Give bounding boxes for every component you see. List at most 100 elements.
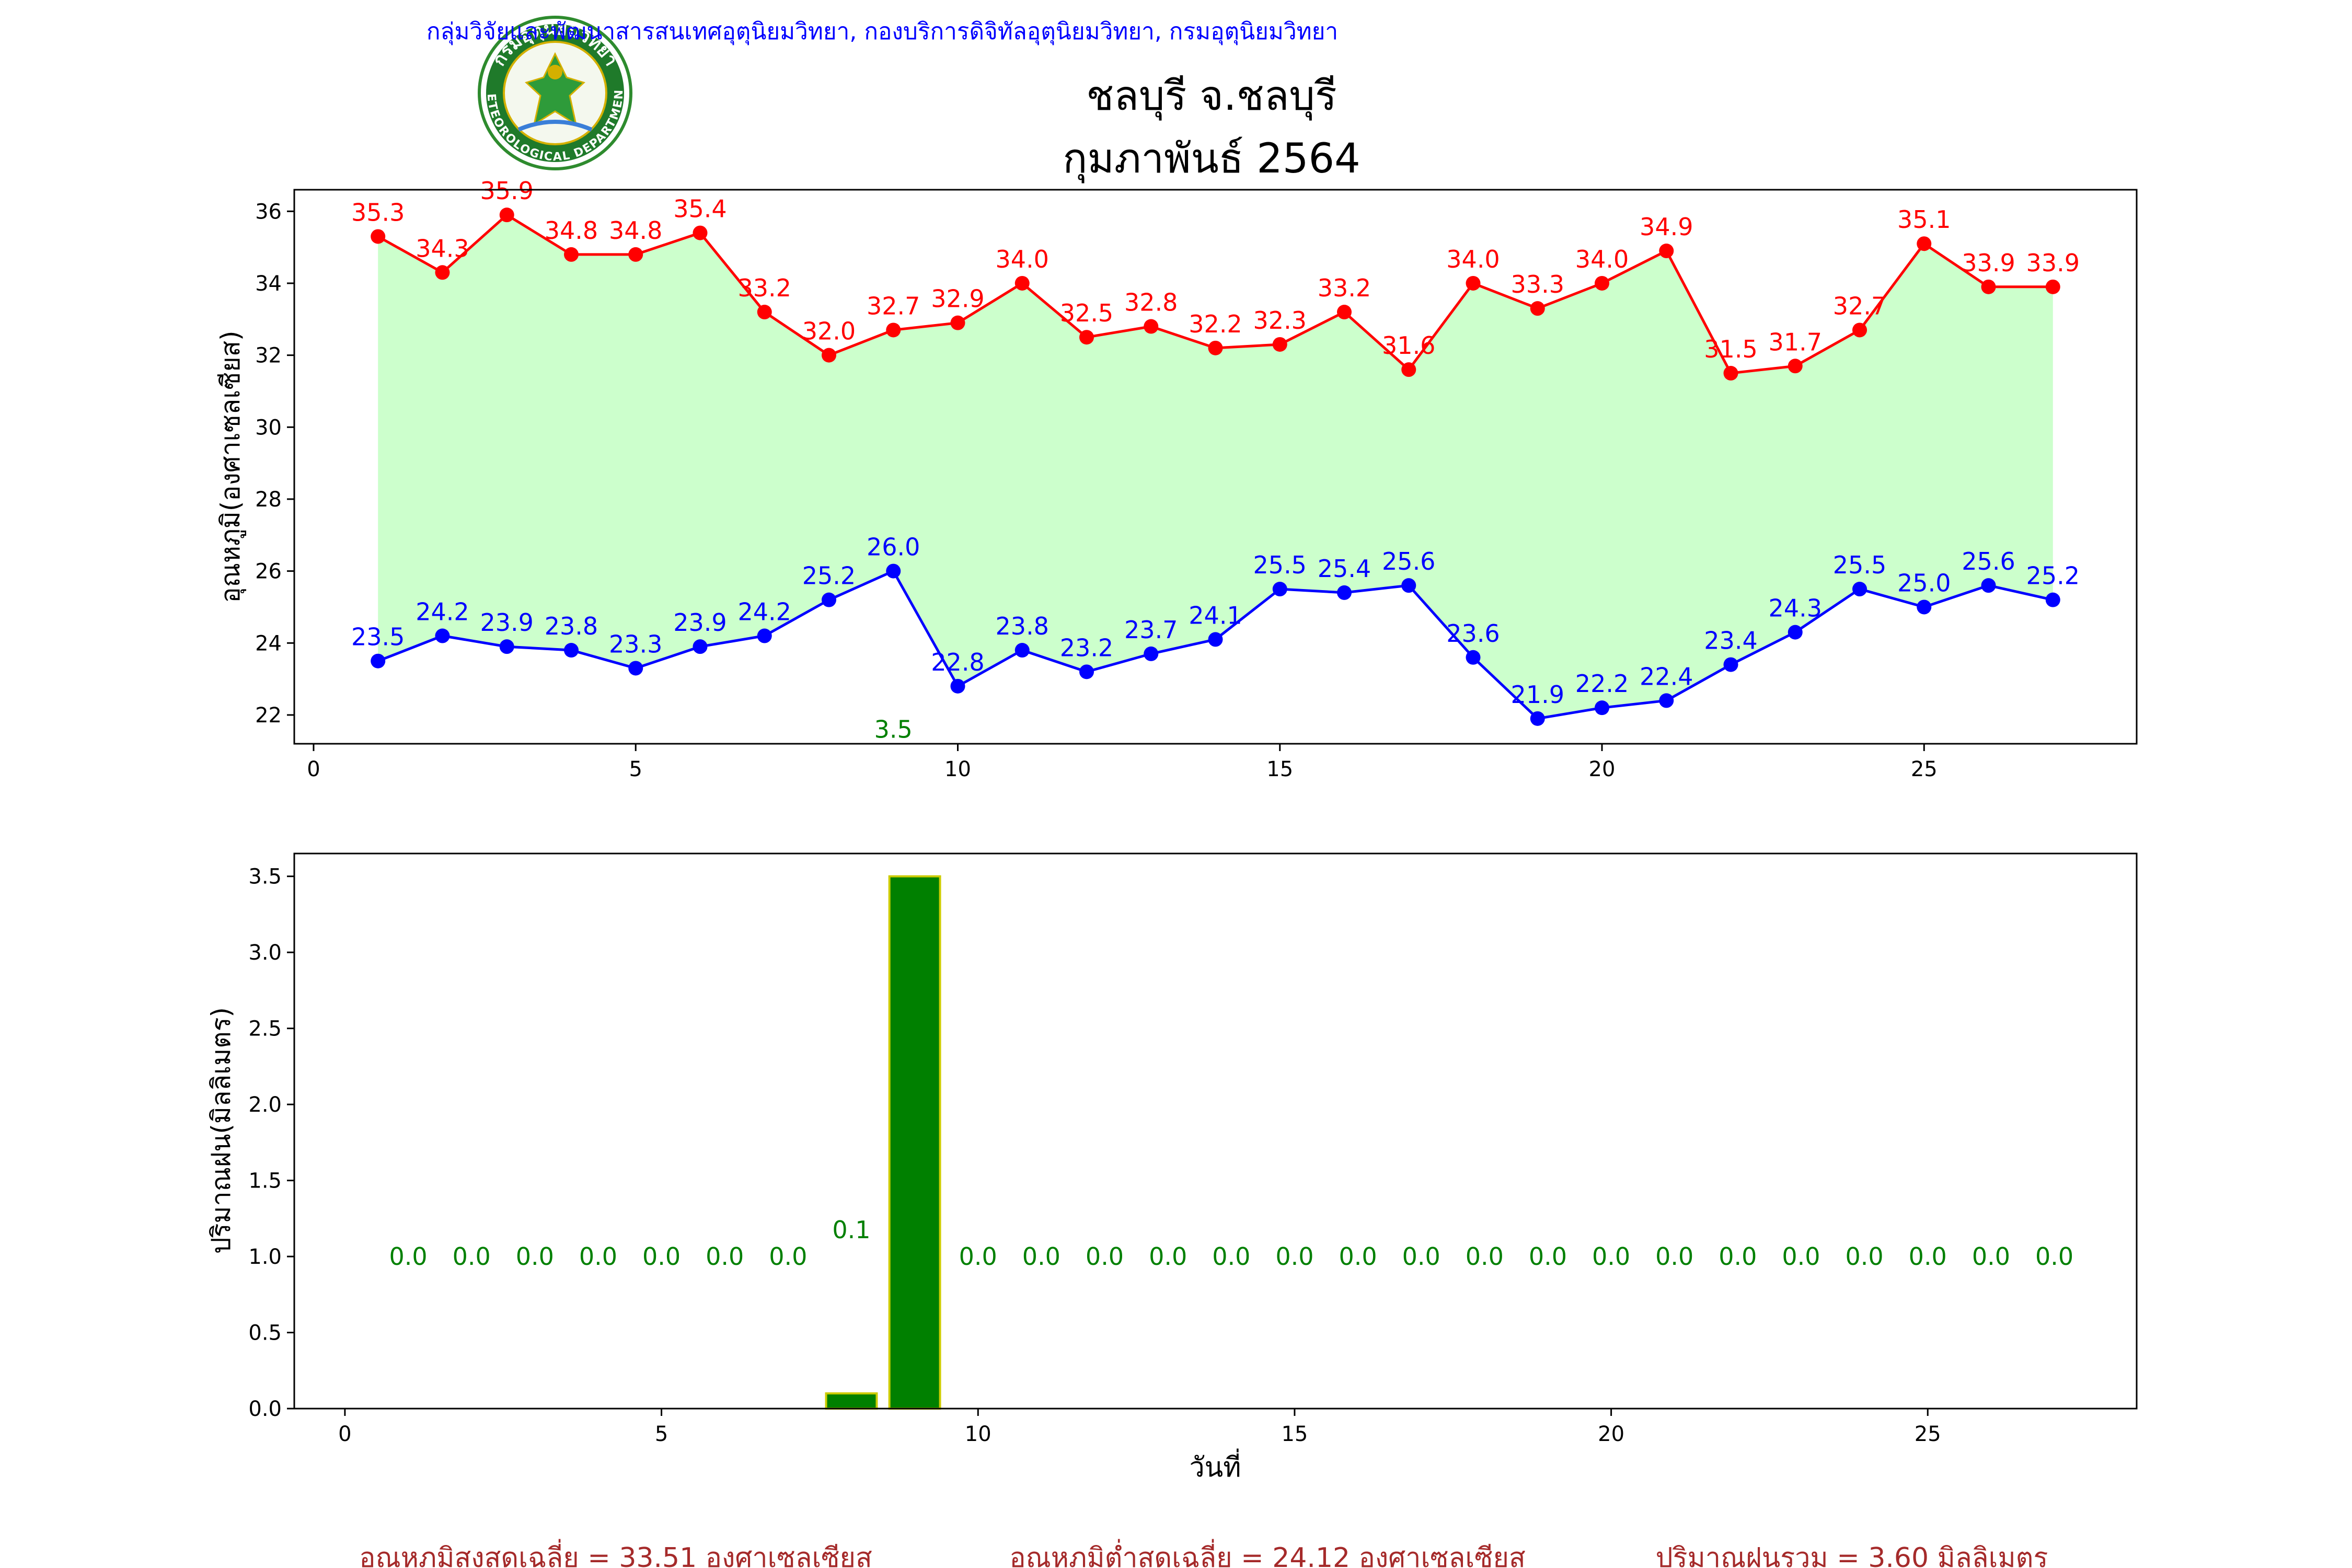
min-temperature-point [886, 563, 901, 579]
summary-avg-min: อุณหภูมิต่ำสุดเฉลี่ย = 24.12 องศาเซลเซีย… [1009, 1539, 1525, 1568]
min-temperature-point [693, 639, 708, 654]
temperature-x-tick-label: 0 [307, 757, 320, 781]
min-temperature-label: 25.6 [1382, 547, 1435, 575]
max-temperature-point [435, 265, 450, 280]
max-temperature-point [1595, 275, 1610, 291]
rainfall-y-tick-label: 2.0 [248, 1093, 282, 1117]
temperature-y-tick-label: 26 [255, 560, 282, 584]
max-temperature-point [1659, 244, 1674, 259]
min-temperature-point [1208, 632, 1223, 647]
rainfall-value-label: 0.0 [1275, 1242, 1313, 1271]
min-temperature-point [1981, 578, 1996, 593]
max-temperature-label: 34.8 [609, 216, 662, 245]
min-temperature-point [1595, 700, 1610, 716]
max-temperature-point [1079, 330, 1094, 345]
rainfall-y-tick-label: 1.5 [248, 1169, 282, 1193]
rainfall-value-label: 0.0 [1972, 1242, 2010, 1271]
min-temperature-point [628, 661, 643, 676]
rainfall-value-label: 0.0 [642, 1242, 681, 1271]
rainfall-x-tick-label: 0 [338, 1422, 351, 1446]
rainfall-value-label: 0.0 [959, 1242, 997, 1271]
rainfall-x-tick-label: 5 [655, 1422, 668, 1446]
max-temperature-label: 33.3 [1511, 270, 1564, 298]
min-temperature-label: 24.1 [1189, 601, 1242, 629]
max-temperature-label: 34.3 [416, 234, 469, 262]
max-temperature-label: 31.5 [1704, 335, 1757, 363]
rainfall-bar [888, 875, 941, 1410]
rainfall-value-label: 0.0 [2035, 1242, 2073, 1271]
temperature-x-tick-label: 25 [1911, 757, 1938, 781]
temperature-x-tick-label: 5 [629, 757, 642, 781]
summary-avg-max: อุณหภูมิสูงสุดเฉลี่ย = 33.51 องศาเซลเซีย… [359, 1539, 872, 1568]
max-temperature-point [499, 207, 514, 223]
rainfall-y-tick-label: 1.0 [248, 1245, 282, 1269]
max-temperature-point [950, 315, 965, 330]
min-temperature-label: 23.4 [1704, 627, 1757, 655]
min-temperature-point [1337, 585, 1352, 600]
max-temperature-point [886, 322, 901, 338]
rainfall-plot-frame [293, 852, 2138, 1410]
min-temperature-label: 25.4 [1318, 555, 1371, 583]
rainfall-value-label: 0.0 [1212, 1242, 1250, 1271]
rainfall-value-label: 0.0 [579, 1242, 617, 1271]
min-temperature-point [1272, 582, 1287, 597]
max-temperature-label: 34.9 [1640, 213, 1693, 241]
rainfall-value-label: 0.0 [1655, 1242, 1693, 1271]
max-temperature-label: 32.7 [867, 292, 920, 320]
max-temperature-label: 35.4 [673, 195, 727, 223]
max-temperature-label: 33.9 [1962, 249, 2015, 277]
min-temperature-label: 22.8 [931, 648, 984, 676]
temperature-y-tick-label: 32 [255, 344, 282, 368]
max-temperature-point [2045, 279, 2060, 294]
max-temperature-point [1014, 275, 1030, 291]
min-temperature-label: 23.8 [545, 612, 598, 640]
min-temperature-label: 25.5 [1253, 551, 1307, 579]
rainfall-y-axis-label: ปริมาณฝน(มิลลิเมตร) [206, 1007, 236, 1254]
rainfall-y-tick-label: 0.5 [248, 1321, 282, 1345]
rainfall-x-tick-label: 10 [965, 1422, 991, 1446]
min-temperature-label: 23.3 [609, 630, 662, 658]
max-temperature-label: 35.1 [1897, 205, 1951, 234]
rainfall-x-tick-label: 20 [1598, 1422, 1624, 1446]
max-temperature-point [1272, 337, 1287, 352]
rainfall-value-label: 0.0 [1149, 1242, 1187, 1271]
rainfall-value-label: 0.0 [1846, 1242, 1884, 1271]
rainfall-bar [825, 1392, 878, 1410]
max-temperature-label: 33.2 [1318, 274, 1371, 302]
rainfall-x-tick-label: 15 [1281, 1422, 1308, 1446]
rainfall-value-label: 0.0 [453, 1242, 491, 1271]
min-temperature-point [821, 592, 836, 607]
org-line: กลุ่มวิจัยและพัฒนาสารสนเทศอุตุนิยมวิทยา,… [426, 18, 1338, 45]
max-temperature-point [757, 305, 772, 320]
temperature-y-tick-label: 28 [255, 488, 282, 512]
rainfall-value-label: 0.0 [1782, 1242, 1820, 1271]
temperature-x-tick-label: 20 [1589, 757, 1616, 781]
temperature-y-tick-label: 36 [255, 200, 282, 224]
summary-rain-total: ปริมาณฝนรวม = 3.60 มิลลิเมตร [1656, 1542, 2048, 1568]
min-temperature-label: 25.0 [1897, 569, 1951, 597]
min-temperature-point [563, 643, 579, 658]
min-temperature-label: 24.2 [416, 598, 469, 626]
rainfall-value-label: 0.0 [389, 1242, 427, 1271]
min-temperature-label: 23.9 [480, 608, 534, 637]
min-temperature-label: 23.2 [1060, 633, 1113, 662]
min-temperature-label: 22.2 [1575, 670, 1629, 698]
min-temperature-label: 25.5 [1833, 551, 1886, 579]
rainfall-value-label: 0.0 [1529, 1242, 1567, 1271]
rainfall-x-axis-label: วันที่ [1189, 1448, 1241, 1483]
max-temperature-point [1981, 279, 1996, 294]
max-temperature-point [1723, 366, 1738, 381]
max-temperature-point [1917, 236, 1932, 251]
rainfall-value-label: 0.0 [769, 1242, 807, 1271]
rainfall-y-tick-label: 2.5 [248, 1017, 282, 1041]
rainfall-value-label: 0.0 [1086, 1242, 1124, 1271]
max-temperature-label: 32.7 [1833, 292, 1886, 320]
max-temperature-label: 32.8 [1124, 289, 1178, 317]
temperature-range-band [378, 215, 2053, 719]
rainfall-value-label: 0.0 [1022, 1242, 1060, 1271]
max-temperature-label: 34.0 [996, 245, 1049, 273]
min-temperature-label: 25.2 [802, 562, 856, 590]
min-temperature-point [435, 628, 450, 643]
min-temperature-point [1659, 693, 1674, 708]
min-temperature-point [1723, 657, 1738, 672]
